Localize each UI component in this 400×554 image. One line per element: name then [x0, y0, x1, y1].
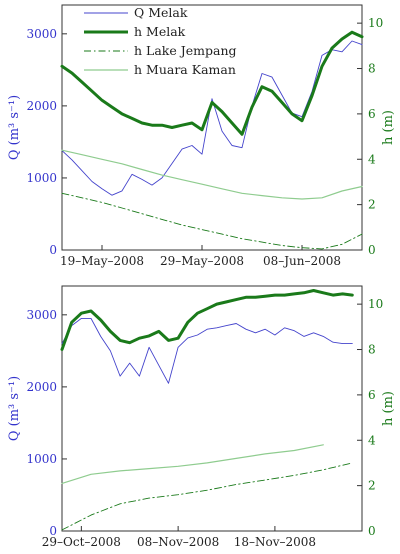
y-right-tick-label: 2	[368, 479, 376, 493]
y-right-tick-label: 2	[368, 198, 376, 212]
y-right-tick-label: 4	[368, 433, 376, 447]
x-tick-label: 08–Nov–2008	[137, 535, 219, 549]
series-line-q-melak	[61, 317, 353, 384]
y-right-tick-label: 0	[368, 243, 376, 257]
series-line-h-muara-kaman	[61, 444, 324, 484]
y-left-tick-label: 1000	[26, 452, 57, 466]
y-left-tick-label: 2000	[26, 380, 57, 394]
legend: Q Melak h Melak h Lake Jempang h Muara Kama…	[84, 5, 237, 77]
y-right-tick-label: 0	[368, 524, 376, 538]
y-left-tick-label: 0	[49, 524, 57, 538]
y-right-axis-label: h (m)	[381, 110, 396, 145]
y-left-axis-label: Q (m³ s⁻¹)	[7, 376, 22, 441]
y-left-tick-label: 1000	[26, 171, 57, 185]
y-left-tick-label: 3000	[26, 308, 57, 322]
y-right-tick-label: 4	[368, 152, 376, 166]
series-line-h-lake-jempang	[61, 462, 353, 531]
series-line-h-muara-kaman	[61, 149, 363, 200]
plot-frame	[61, 4, 363, 251]
series-line-h-lake-jempang	[61, 192, 363, 250]
y-left-tick-label: 3000	[26, 27, 57, 41]
panel-bottom: 0 1000 2000 3000 0 2 4 6 8 10 29–Oct–2008 08–Nov–20…	[7, 285, 396, 549]
x-tick-label: 19–May–2008	[60, 254, 144, 268]
x-tick-label: 08–Jun–2008	[263, 254, 341, 268]
y-left-tick-label: 2000	[26, 99, 57, 113]
legend-entry: h Melak	[134, 24, 186, 39]
x-tick-label: 29–May–2008	[160, 254, 244, 268]
y-left-tick-label: 0	[49, 243, 57, 257]
y-right-tick-label: 6	[368, 107, 376, 121]
legend-entry: Q Melak	[134, 5, 188, 20]
y-right-tick-label: 6	[368, 388, 376, 402]
series-line-h-melak	[60, 289, 354, 351]
panel-top: 0 1000 2000 3000 0 2 4 6 8 10 19–May–2008 29–May–20…	[7, 4, 396, 268]
plot-frame	[61, 285, 363, 532]
x-tick-label: 29–Oct–2008	[42, 535, 121, 549]
y-right-tick-label: 8	[368, 343, 376, 357]
x-tick-label: 18–Nov–2008	[234, 535, 316, 549]
series-line-h-melak	[60, 30, 364, 136]
legend-entry: h Lake Jempang	[134, 43, 237, 58]
y-right-tick-label: 8	[368, 62, 376, 76]
y-left-axis-label: Q (m³ s⁻¹)	[7, 95, 22, 160]
y-right-tick-label: 10	[368, 297, 383, 311]
y-right-axis-label: h (m)	[381, 391, 396, 426]
legend-entry: h Muara Kaman	[134, 62, 236, 77]
y-right-tick-label: 10	[368, 16, 383, 30]
